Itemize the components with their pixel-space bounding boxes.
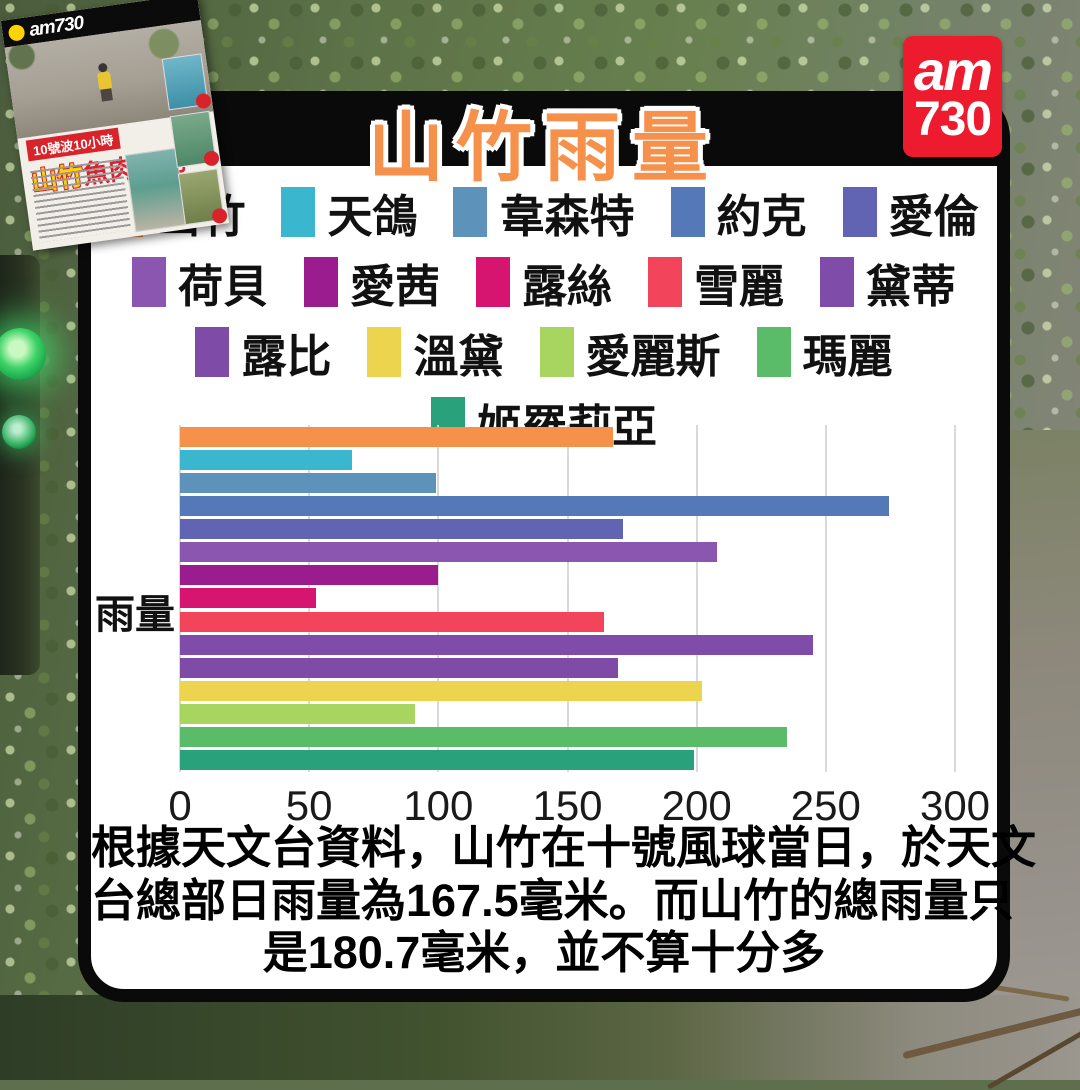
newspaper-body-text <box>30 158 132 243</box>
caption-line-3: 是180.7毫米，並不算十分多 <box>262 927 826 979</box>
bar-瑪麗 <box>180 727 788 748</box>
newspaper-clipping: am730 10號波10小時 山竹魚肉香港 <box>0 0 230 251</box>
legend-swatch <box>820 257 855 307</box>
legend-label: 愛麗斯 <box>585 330 721 382</box>
legend-swatch <box>131 257 166 307</box>
legend-swatch <box>539 327 574 377</box>
gridline <box>954 425 956 772</box>
legend-item: 約克 <box>670 180 807 245</box>
legend-item: 溫黛 <box>367 320 504 385</box>
legend-swatch <box>367 327 402 377</box>
legend-item: 露絲 <box>475 250 612 315</box>
legend-item: 天鴿 <box>281 180 417 245</box>
legend-label: 瑪麗 <box>802 330 893 382</box>
newspaper-side-photo <box>161 53 212 111</box>
legend-swatch <box>475 257 510 307</box>
legend-swatch <box>453 187 488 237</box>
caption-line-1: 根據天文台資料，山竹在十號風球當日，於天文 <box>91 822 1037 873</box>
bar-露絲 <box>180 588 316 609</box>
bar-天鴿 <box>180 449 352 470</box>
bar-愛茜 <box>180 565 439 586</box>
green-traffic-light <box>0 328 46 380</box>
legend-label: 韋森特 <box>499 190 635 242</box>
gridline <box>824 425 827 772</box>
legend-item: 露比 <box>195 320 331 385</box>
legend-label: 荷貝 <box>177 260 268 312</box>
infographic-card: 山竹雨量 山竹天鴿韋森特約克愛倫荷貝愛茜露絲雪麗黛蒂露比溫黛愛麗斯瑪麗姬羅莉亞 … <box>78 91 1037 1002</box>
y-axis-label: 雨量 <box>95 593 175 637</box>
page-title: 山竹雨量 <box>368 106 720 191</box>
am730-logo-am: am <box>914 39 993 102</box>
legend-label: 愛倫 <box>888 190 979 242</box>
caption-text: 根據天文台資料，山竹在十號風球當日，於天文 台總部日雨量為167.5毫米。而山竹… <box>91 822 1037 980</box>
x-tick-label: 0 <box>168 782 192 829</box>
legend-item: 雪麗 <box>648 250 784 315</box>
am730-logo-730: 730 <box>913 93 992 147</box>
bar-雪麗 <box>180 611 604 632</box>
legend-item: 韋森特 <box>453 180 635 245</box>
bar-溫黛 <box>180 680 702 701</box>
legend-swatch <box>303 257 338 307</box>
caption-line-2: 台總部日雨量為167.5毫米。而山竹的總雨量只 <box>91 874 1014 926</box>
legend-item: 荷貝 <box>131 250 268 315</box>
newspaper-side-photo <box>169 110 220 168</box>
legend-label: 約克 <box>716 190 807 242</box>
traffic-light-pole <box>0 255 40 675</box>
legend-label: 天鴿 <box>327 190 418 242</box>
x-tick-label: 200 <box>661 782 732 829</box>
legend-label: 雪麗 <box>694 260 785 312</box>
legend-item: 愛茜 <box>303 250 440 315</box>
red-badge-icon <box>211 207 229 225</box>
legend-row: 荷貝 愛茜 露絲 雪麗 黛蒂 <box>91 256 997 312</box>
legend-label: 愛茜 <box>349 260 440 312</box>
legend-item: 黛蒂 <box>820 250 956 315</box>
x-tick-label: 50 <box>285 782 333 829</box>
bar-荷貝 <box>180 542 718 563</box>
x-tick-label: 100 <box>403 782 474 829</box>
am730-logo: am 730 <box>903 36 1002 157</box>
bar-山竹 <box>180 426 613 447</box>
legend-swatch <box>648 257 682 307</box>
legend-label: 露絲 <box>521 260 612 312</box>
bar-愛倫 <box>180 519 624 540</box>
legend-label: 溫黛 <box>413 330 504 382</box>
bar-露比 <box>180 657 618 678</box>
legend-swatch <box>670 187 705 237</box>
legend-swatch <box>195 327 230 377</box>
legend-item: 愛麗斯 <box>539 320 721 385</box>
bar-愛麗斯 <box>180 704 416 725</box>
title-bar: 山竹雨量 <box>89 102 999 191</box>
wading-person-legs <box>100 88 113 102</box>
legend-item: 愛倫 <box>842 180 979 245</box>
gridline <box>437 425 440 772</box>
x-tick-label: 150 <box>532 782 603 829</box>
gridline <box>566 425 569 772</box>
legend-label: 黛蒂 <box>866 260 957 312</box>
x-tick-label: 250 <box>790 782 861 829</box>
newspaper-side-photo <box>177 168 229 226</box>
bar-chart-plot-area <box>179 425 956 772</box>
x-tick-label: 300 <box>919 782 991 829</box>
bar-約克 <box>180 495 890 516</box>
background-fallen-trees <box>0 995 1080 1080</box>
bar-姬羅莉亞 <box>180 750 695 771</box>
legend-swatch <box>756 327 791 377</box>
bar-黛蒂 <box>180 634 813 655</box>
legend-item: 瑪麗 <box>756 320 893 385</box>
gridline <box>695 425 698 772</box>
legend-swatch <box>842 187 877 237</box>
legend-label: 露比 <box>241 330 332 382</box>
legend-swatch <box>281 187 316 237</box>
chart-legend: 山竹天鴿韋森特約克愛倫荷貝愛茜露絲雪麗黛蒂露比溫黛愛麗斯瑪麗姬羅莉亞 <box>91 168 997 452</box>
green-traffic-light-small <box>2 415 36 449</box>
legend-row: 露比 溫黛 愛麗斯 瑪麗 <box>91 326 997 382</box>
am730-yellow-dot-icon <box>7 23 26 42</box>
bar-韋森特 <box>180 472 436 493</box>
x-axis-ticks: 0 50 100 150 200 250 300 <box>168 782 990 829</box>
